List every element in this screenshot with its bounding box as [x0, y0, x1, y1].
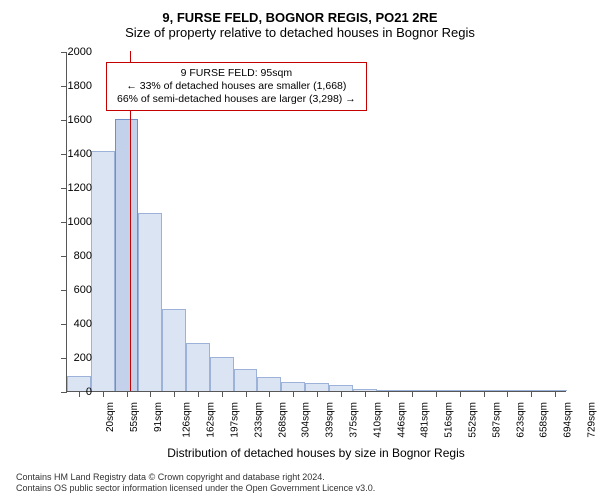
x-tick-label: 375sqm: [349, 402, 360, 438]
annotation-box: 9 FURSE FELD: 95sqm ← 33% of detached ho…: [106, 62, 367, 111]
histogram-bar: [281, 382, 305, 391]
x-tick-label: 552sqm: [468, 402, 479, 438]
x-tick: [341, 391, 342, 397]
credit-line1: Contains HM Land Registry data © Crown c…: [16, 472, 375, 483]
x-tick-label: 446sqm: [396, 402, 407, 438]
histogram-bar: [234, 369, 258, 391]
x-tick-label: 162sqm: [206, 402, 217, 438]
x-tick: [198, 391, 199, 397]
x-tick-label: 20sqm: [105, 402, 116, 432]
x-tick-label: 233sqm: [253, 402, 264, 438]
y-tick: [61, 290, 67, 291]
y-tick: [61, 154, 67, 155]
x-tick-label: 481sqm: [420, 402, 431, 438]
x-tick: [127, 391, 128, 397]
x-tick-label: 587sqm: [491, 402, 502, 438]
x-axis-label: Distribution of detached houses by size …: [66, 446, 566, 460]
histogram-bar: [115, 119, 139, 391]
x-tick: [150, 391, 151, 397]
y-tick-label: 600: [74, 284, 92, 296]
credit-text: Contains HM Land Registry data © Crown c…: [16, 472, 375, 495]
x-tick: [555, 391, 556, 397]
x-tick-label: 694sqm: [563, 402, 574, 438]
x-tick: [79, 391, 80, 397]
x-tick: [412, 391, 413, 397]
chart-container: 9, FURSE FELD, BOGNOR REGIS, PO21 2RE Si…: [0, 0, 600, 500]
x-tick-label: 623sqm: [515, 402, 526, 438]
x-tick: [531, 391, 532, 397]
histogram-bar: [91, 151, 115, 391]
x-tick-label: 339sqm: [325, 402, 336, 438]
x-tick: [484, 391, 485, 397]
y-tick: [61, 86, 67, 87]
y-tick-label: 1800: [68, 80, 92, 92]
histogram-bar: [162, 309, 186, 391]
x-tick: [103, 391, 104, 397]
x-tick: [317, 391, 318, 397]
x-tick: [174, 391, 175, 397]
chart-title-line1: 9, FURSE FELD, BOGNOR REGIS, PO21 2RE: [16, 10, 584, 25]
y-tick: [61, 120, 67, 121]
x-tick-label: 55sqm: [129, 402, 140, 432]
x-tick-label: 268sqm: [277, 402, 288, 438]
credit-line2: Contains OS public sector information li…: [16, 483, 375, 494]
x-tick: [460, 391, 461, 397]
y-tick: [61, 188, 67, 189]
x-tick-label: 197sqm: [230, 402, 241, 438]
y-tick: [61, 222, 67, 223]
x-tick-label: 91sqm: [153, 402, 164, 432]
histogram-bar: [210, 357, 234, 391]
y-tick: [61, 52, 67, 53]
y-tick-label: 800: [74, 250, 92, 262]
y-tick: [61, 324, 67, 325]
y-tick-label: 1400: [68, 148, 92, 160]
y-tick-label: 200: [74, 352, 92, 364]
y-tick-label: 2000: [68, 46, 92, 58]
annotation-line3: 66% of semi-detached houses are larger (…: [117, 93, 356, 106]
histogram-bar: [138, 213, 162, 392]
y-tick-label: 1600: [68, 114, 92, 126]
x-tick: [388, 391, 389, 397]
x-tick-label: 658sqm: [539, 402, 550, 438]
x-tick: [222, 391, 223, 397]
x-tick: [365, 391, 366, 397]
x-tick: [293, 391, 294, 397]
x-tick: [436, 391, 437, 397]
y-tick-label: 1000: [68, 216, 92, 228]
y-tick: [61, 358, 67, 359]
x-tick-label: 729sqm: [587, 402, 598, 438]
histogram-bar: [186, 343, 210, 391]
y-tick: [61, 392, 67, 393]
y-tick-label: 400: [74, 318, 92, 330]
annotation-line2: ← 33% of detached houses are smaller (1,…: [117, 80, 356, 93]
x-tick: [246, 391, 247, 397]
y-tick: [61, 256, 67, 257]
y-tick-label: 0: [86, 386, 92, 398]
chart-title-line2: Size of property relative to detached ho…: [16, 25, 584, 40]
x-tick: [269, 391, 270, 397]
x-tick-label: 410sqm: [372, 402, 383, 438]
x-tick: [507, 391, 508, 397]
histogram-bar: [257, 377, 281, 391]
x-tick-label: 126sqm: [182, 402, 193, 438]
histogram-bar: [305, 383, 329, 391]
x-tick-label: 516sqm: [444, 402, 455, 438]
x-tick-label: 304sqm: [301, 402, 312, 438]
y-tick-label: 1200: [68, 182, 92, 194]
annotation-line1: 9 FURSE FELD: 95sqm: [117, 67, 356, 80]
